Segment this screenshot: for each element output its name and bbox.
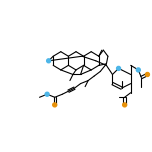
- Circle shape: [117, 66, 121, 70]
- Circle shape: [145, 73, 149, 76]
- Circle shape: [45, 92, 49, 96]
- Circle shape: [53, 103, 57, 107]
- Circle shape: [123, 103, 127, 107]
- Circle shape: [136, 68, 140, 72]
- Circle shape: [47, 59, 51, 63]
